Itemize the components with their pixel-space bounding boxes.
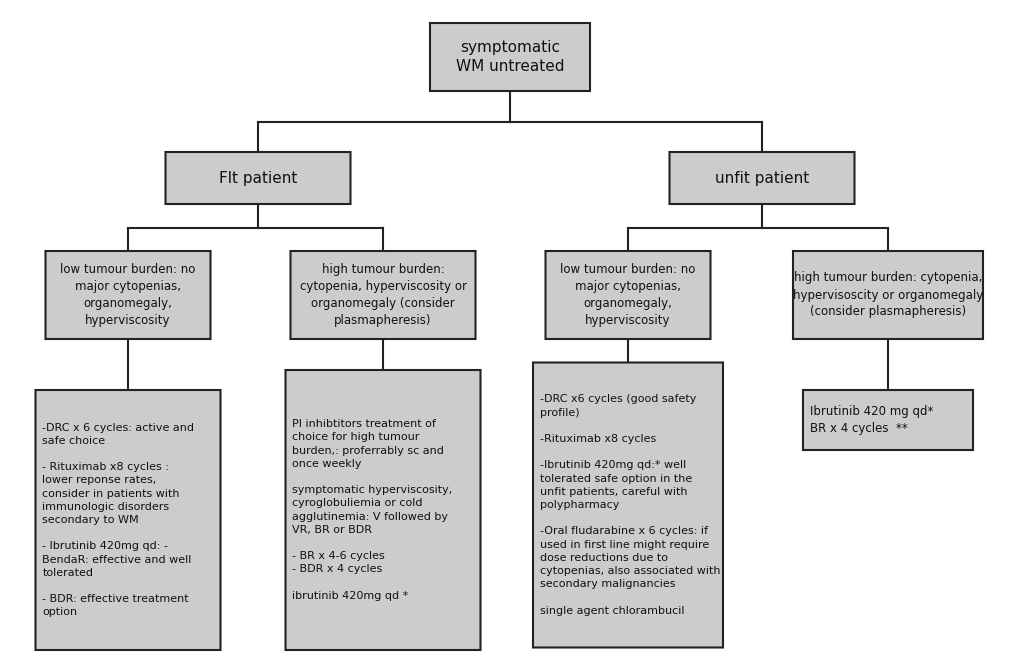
Text: unfit patient: unfit patient (714, 170, 808, 186)
Text: low tumour burden: no
major cytopenias,
organomegaly,
hyperviscosity: low tumour burden: no major cytopenias, … (559, 263, 695, 327)
Text: Ibrutinib 420 mg qd*
BR x 4 cycles  **: Ibrutinib 420 mg qd* BR x 4 cycles ** (809, 405, 932, 435)
FancyBboxPatch shape (290, 251, 475, 339)
Text: low tumour burden: no
major cytopenias,
organomegaly,
hyperviscosity: low tumour burden: no major cytopenias, … (60, 263, 196, 327)
Text: high tumour burden:
cytopenia, hyperviscosity or
organomegaly (consider
plasmaph: high tumour burden: cytopenia, hypervisc… (300, 263, 466, 327)
FancyBboxPatch shape (792, 251, 982, 339)
FancyBboxPatch shape (165, 152, 351, 204)
Text: symptomatic
WM untreated: symptomatic WM untreated (455, 40, 564, 74)
FancyBboxPatch shape (430, 23, 589, 91)
Text: PI inhibtitors treatment of
choice for high tumour
burden,: proferrably sc and
o: PI inhibtitors treatment of choice for h… (292, 419, 452, 600)
FancyBboxPatch shape (36, 390, 220, 650)
FancyBboxPatch shape (533, 362, 722, 648)
FancyBboxPatch shape (545, 251, 710, 339)
FancyBboxPatch shape (285, 370, 480, 650)
FancyBboxPatch shape (46, 251, 210, 339)
FancyBboxPatch shape (802, 390, 972, 450)
Text: -DRC x6 cycles (good safety
profile)

-Rituximab x8 cycles

-Ibrutinib 420mg qd:: -DRC x6 cycles (good safety profile) -Ri… (539, 394, 719, 616)
FancyBboxPatch shape (668, 152, 854, 204)
Text: Flt patient: Flt patient (219, 170, 297, 186)
Text: high tumour burden: cytopenia,
hypervisoscity or organomegaly
(consider plasmaph: high tumour burden: cytopenia, hyperviso… (792, 271, 982, 319)
Text: -DRC x 6 cycles: active and
safe choice

- Rituximab x8 cycles :
lower reponse r: -DRC x 6 cycles: active and safe choice … (43, 422, 195, 617)
